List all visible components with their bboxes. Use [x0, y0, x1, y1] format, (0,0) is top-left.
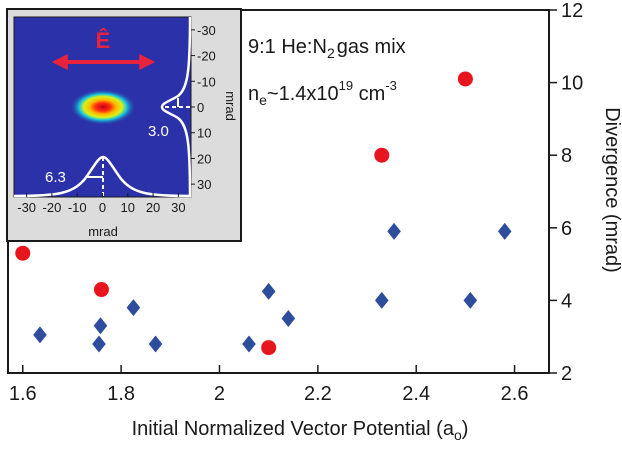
diamond-marker: [463, 291, 478, 309]
inset-x-tick-label: 10: [121, 200, 135, 215]
x-tick-label: 2.4: [402, 383, 430, 405]
inset-x-tick-label: -20: [43, 200, 62, 215]
x-tick-label: 1.8: [107, 383, 135, 405]
inset-y-axis-title: mrad: [223, 91, 238, 121]
inset-y-tick-label: 0: [197, 100, 204, 115]
inset-y-tick-label: -30: [197, 23, 216, 38]
diamond-marker: [33, 326, 47, 344]
vertical-lineout: [160, 16, 192, 198]
diamond-marker: [387, 222, 401, 240]
x-axis-title: Initial Normalized Vector Potential (ao): [132, 418, 469, 443]
diamond-marker: [126, 299, 141, 317]
inset-y-tick-label: 20: [197, 151, 211, 166]
gas-mix-annotation: 9:1 He:N2 gas mix: [248, 36, 406, 61]
diamond-marker: [92, 335, 106, 353]
diamond-marker: [497, 222, 512, 240]
y-tick-label: 4: [561, 290, 572, 312]
y-axis-title: Divergence (mrad): [601, 107, 622, 273]
circle-marker: [261, 340, 277, 356]
inset-y-tick-label: 10: [197, 126, 211, 141]
density-annotation: ne~1.4x1019 cm-3: [248, 78, 397, 108]
vertical-fwhm-value: 3.0: [148, 123, 169, 140]
circle-marker: [15, 245, 31, 261]
diamond-marker: [374, 291, 389, 309]
inset-x-tick-label: -10: [68, 200, 87, 215]
y-tick-label: 10: [561, 73, 583, 95]
y-tick-labels: 2 4 6 8 10 12: [561, 0, 583, 385]
y-tick-label: 6: [561, 218, 572, 240]
inset-x-tick-label: 30: [171, 200, 185, 215]
inset-x-tick-label: -30: [17, 200, 36, 215]
inset-y-tick-label: 30: [197, 177, 211, 192]
field-label: Ê: [96, 28, 111, 53]
diamond-marker: [93, 317, 108, 335]
circle-marker: [93, 282, 109, 298]
beam-spot: [70, 89, 136, 125]
diamond-marker: [242, 335, 256, 353]
y-tick-label: 12: [561, 0, 583, 22]
x-tick-label: 2.6: [501, 383, 529, 405]
diamond-marker: [261, 282, 276, 300]
inset-panel: Ê 6.3 3.0 -30 -20 -10 0 10 20 30 -30 -20 -10 0 10 20…: [6, 8, 242, 242]
axis-ticks: [22, 9, 557, 374]
horizontal-fwhm-value: 6.3: [45, 169, 66, 186]
data-points: [15, 71, 512, 356]
circle-marker: [374, 147, 390, 163]
inset-x-axis-title: mrad: [88, 224, 118, 239]
inset-x-tick-label: 0: [99, 200, 106, 215]
diamond-marker: [148, 335, 163, 353]
y-tick-label: 2: [561, 363, 572, 385]
inset-y-tick-label: -20: [197, 49, 216, 64]
inset-y-tick-label: -10: [197, 74, 216, 89]
x-tick-label: 2.2: [304, 383, 332, 405]
circle-marker: [457, 71, 473, 87]
inset-ticks: -30 -20 -10 0 10 20 30 -30 -20 -10 0 10 20 30: [17, 23, 216, 215]
x-tick-label: 2: [214, 383, 225, 405]
y-tick-label: 8: [561, 145, 572, 167]
x-tick-label: 1.6: [9, 383, 37, 405]
diamond-marker: [281, 310, 296, 328]
x-tick-labels: 1.6 1.8 2 2.2 2.4 2.6: [9, 383, 529, 405]
inset-x-tick-label: 20: [146, 200, 160, 215]
